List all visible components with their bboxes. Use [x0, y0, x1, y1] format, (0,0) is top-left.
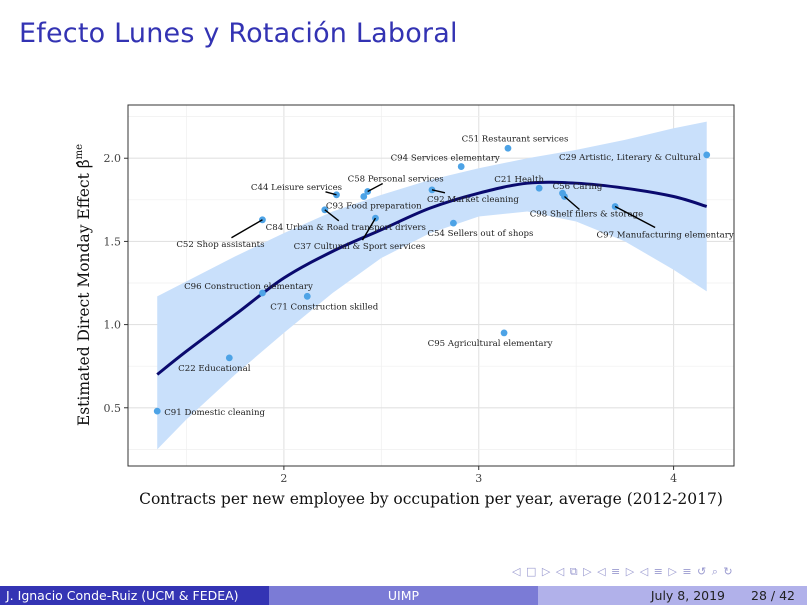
- footer-venue: UIMP: [269, 586, 538, 605]
- point-label: C91 Domestic cleaning: [164, 408, 265, 418]
- point-label: C58 Personal services: [348, 175, 444, 185]
- point-label: C93 Food preparation: [326, 201, 422, 211]
- leader-line: [231, 219, 263, 239]
- leader-line: [564, 195, 580, 211]
- y-tick-label: 2.0: [104, 152, 122, 165]
- point-label: C97 Manufacturing elementary: [597, 230, 734, 240]
- leader-line: [614, 205, 656, 229]
- leader-line: [324, 209, 340, 222]
- labels-layer: C91 Domestic cleaning C22 Educational C96 …: [164, 134, 734, 418]
- data-point: [611, 203, 619, 210]
- footer-author: J. Ignacio Conde-Ruiz (UCM & FEDEA): [0, 586, 269, 605]
- point-label: C29 Artistic, Literary & Cultural: [559, 153, 701, 163]
- confidence-band: [157, 121, 707, 450]
- point-label: C44 Leisure services: [251, 183, 342, 193]
- data-point: [450, 219, 457, 227]
- point-label: C96 Construction elementary: [184, 282, 313, 292]
- footer-date: July 8, 2019: [650, 588, 726, 603]
- data-point: [504, 144, 512, 152]
- data-point: [225, 354, 233, 362]
- point-label: C37 Cultural & Sport services: [294, 242, 426, 252]
- x-axis-label: Contracts per new employee by occupation…: [139, 490, 723, 508]
- data-point: [360, 193, 368, 200]
- data-point: [259, 289, 266, 297]
- footer-right: July 8, 2019 28 / 42: [538, 586, 807, 605]
- y-tick-label: 0.5: [104, 402, 122, 415]
- point-label: C71 Construction skilled: [270, 302, 378, 312]
- ticks-layer: 2 3 4 0.5 1.0 1.5 2.0: [104, 152, 678, 485]
- x-tick-label: 4: [670, 472, 677, 485]
- footer-page-number: 28 / 42: [751, 588, 795, 603]
- leader-line: [361, 217, 377, 241]
- point-label: C94 Services elementary: [391, 154, 500, 164]
- y-tick-label: 1.5: [104, 235, 122, 248]
- data-point: [303, 292, 311, 300]
- confidence-band-layer: [157, 121, 707, 450]
- x-tick-label: 3: [475, 472, 482, 485]
- leader-line: [367, 182, 384, 193]
- point-label: C95 Agricultural elementary: [428, 339, 553, 349]
- footer-bar: J. Ignacio Conde-Ruiz (UCM & FEDEA) UIMP…: [0, 586, 807, 605]
- data-point: [364, 188, 372, 195]
- point-label: C92 Market cleaning: [427, 195, 519, 205]
- point-label: C56 Caring: [553, 182, 603, 192]
- point-label: C84 Urban & Road transport drivers: [266, 223, 426, 233]
- fit-line-layer: [156, 180, 708, 376]
- leader-line: [325, 191, 337, 196]
- y-axis-label: Estimated Direct Monday Effect β̂me: [74, 144, 93, 426]
- point-label: C52 Shop assistants: [176, 240, 264, 250]
- fit-line: [156, 180, 708, 376]
- data-point: [535, 184, 543, 192]
- y-tick-label: 1.0: [104, 319, 122, 332]
- data-point: [703, 151, 711, 159]
- point-label: C21 Health: [494, 175, 544, 185]
- beamer-navigation-symbols[interactable]: ◁ □ ▷ ◁ ⧉ ▷ ◁ ≡ ▷ ◁ ≡ ▷ ≡ ↺ ⌕ ↻: [512, 565, 734, 578]
- data-point: [457, 163, 465, 170]
- x-tick-label: 2: [280, 472, 287, 485]
- data-point: [500, 329, 508, 337]
- leader-line: [431, 189, 446, 194]
- point-label: C22 Educational: [178, 364, 251, 374]
- point-label: C98 Shelf filers & storage: [530, 209, 643, 219]
- data-point: [153, 407, 161, 415]
- point-label: C54 Sellers out of shops: [427, 229, 533, 239]
- plot-frame: [127, 104, 735, 467]
- point-label: C51 Restaurant services: [462, 134, 569, 144]
- slide-title: Efecto Lunes y Rotación Laboral: [19, 18, 458, 49]
